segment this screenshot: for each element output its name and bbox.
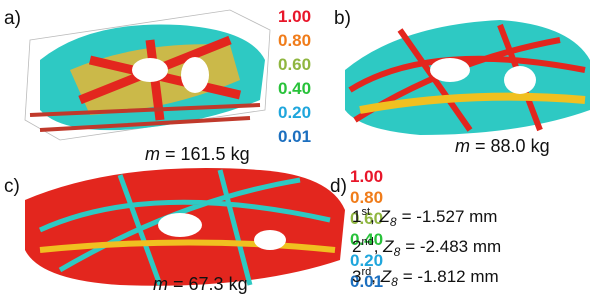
legend-value: 0.40 [278,79,311,98]
panel-label: a) [4,8,21,29]
legend-value: 0.20 [278,103,311,122]
legend-value: 1.00 [278,7,311,26]
legend-value: 0.01 [278,127,311,146]
mass-label: m = 161.5 kg [145,144,250,164]
legend: 1.00 0.80 0.60 0.40 0.20 0.01 [278,7,311,146]
render-c [25,168,345,286]
legend-value: 0.80 [350,188,383,207]
panel-label: b) [334,8,351,29]
legend-value: 0.60 [278,55,311,74]
panel-label: d) [330,176,347,197]
mass-label: m = 67.3 kg [153,274,248,294]
panel-label: c) [4,176,20,197]
render-a [25,10,270,140]
render-b [345,20,590,135]
figure: a) b) c) d) m = 161.5 kg m = 88.0 kg m =… [0,0,599,296]
result-row: 2nd, Z8= -2.483 mm [352,236,501,259]
result-row: 3rd, Z8= -1.812 mm [352,266,499,289]
legend-value: 1.00 [350,167,383,186]
legend-value: 0.80 [278,31,311,50]
result-row: 1st, Z8= -1.527 mm [352,206,497,229]
results-list: 1st, Z8= -1.527 mm 2nd, Z8= -2.483 mm 3rd,… [352,206,501,289]
mass-label: m = 88.0 kg [455,136,550,156]
